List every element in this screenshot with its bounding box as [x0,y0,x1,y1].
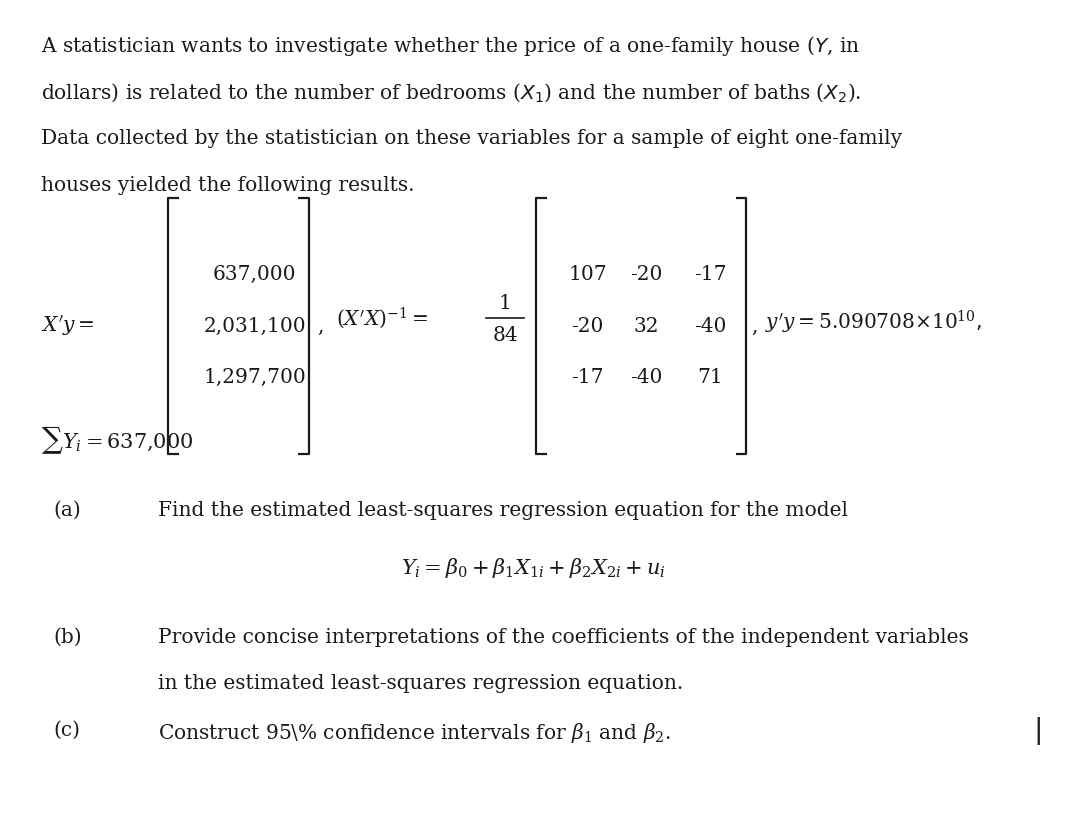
Text: 1,297,700: 1,297,700 [204,368,306,387]
Text: Data collected by the statistician on these variables for a sample of eight one-: Data collected by the statistician on th… [41,129,902,148]
Text: houses yielded the following results.: houses yielded the following results. [41,176,414,195]
Text: $\sum Y_i = 637{,}000$: $\sum Y_i = 637{,}000$ [41,425,193,456]
Text: ,: , [318,316,324,336]
Text: -40: -40 [630,368,662,387]
Text: $Y_i = \beta_0 + \beta_1 X_{1i} + \beta_2 X_{2i} + u_i$: $Y_i = \beta_0 + \beta_1 X_{1i} + \beta_… [401,556,665,580]
Text: 71: 71 [697,368,723,387]
Text: (a): (a) [53,501,81,520]
Text: dollars) is related to the number of bedrooms ($X_1$) and the number of baths ($: dollars) is related to the number of bed… [41,82,861,104]
Text: 637,000: 637,000 [213,265,296,284]
Text: -40: -40 [694,316,726,336]
Text: A statistician wants to investigate whether the price of a one-family house ($Y$: A statistician wants to investigate whet… [41,34,859,58]
Text: Construct 95\% confidence intervals for $\beta_1$ and $\beta_2$.: Construct 95\% confidence intervals for … [158,721,671,745]
Text: Provide concise interpretations of the coefficients of the independent variables: Provide concise interpretations of the c… [158,628,969,646]
Text: 2,031,100: 2,031,100 [204,316,306,336]
Text: -17: -17 [694,265,726,284]
Text: (b): (b) [53,628,82,646]
Text: |: | [1033,717,1043,745]
Text: (c): (c) [53,721,80,740]
Text: 32: 32 [633,316,659,336]
Text: -17: -17 [571,368,603,387]
Text: -20: -20 [630,265,662,284]
Text: -20: -20 [571,316,603,336]
Text: $y'y = 5.090708{\times}10^{10}$,: $y'y = 5.090708{\times}10^{10}$, [765,308,983,336]
Text: 107: 107 [568,265,607,284]
Text: $(X'X)^{-1} =$: $(X'X)^{-1} =$ [336,305,429,331]
Text: ,: , [752,316,758,336]
Text: $X'y =$: $X'y =$ [41,314,94,338]
Text: 1: 1 [499,293,512,313]
Text: in the estimated least-squares regression equation.: in the estimated least-squares regressio… [158,674,683,693]
Text: 84: 84 [492,326,518,346]
Text: Find the estimated least-squares regression equation for the model: Find the estimated least-squares regress… [158,501,847,520]
